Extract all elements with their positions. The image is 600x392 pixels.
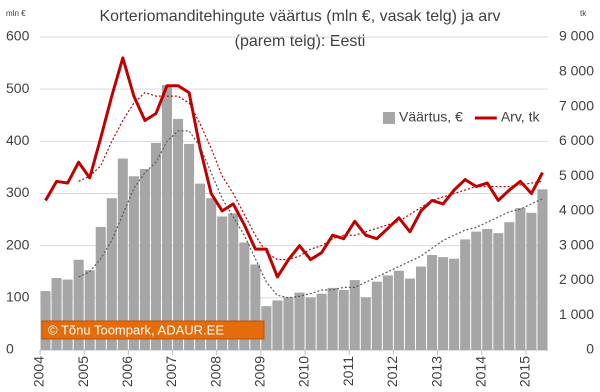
bar: [195, 183, 206, 350]
x-tick-label: 2014: [472, 356, 488, 387]
bar: [261, 306, 272, 350]
y2-tick-label: 6 000: [559, 132, 594, 148]
bar: [84, 270, 95, 350]
line: [44, 56, 544, 279]
bar: [217, 216, 228, 350]
bar: [272, 300, 283, 350]
bar: [504, 222, 515, 350]
x-tick-label: 2013: [428, 356, 444, 387]
bar: [415, 266, 427, 350]
y2-tick-label: 4 000: [559, 202, 594, 218]
bar: [482, 228, 493, 350]
y-tick-label: 100: [6, 289, 30, 305]
bar: [305, 297, 316, 350]
bar: [161, 84, 173, 350]
x-tick-label: 2009: [252, 356, 268, 387]
bar: [250, 264, 261, 350]
bar: [51, 278, 62, 350]
bar: [294, 292, 305, 350]
bar: [382, 275, 393, 350]
bar: [393, 270, 404, 350]
bar: [228, 213, 239, 350]
annotation-box: [41, 320, 265, 340]
bar: [173, 118, 184, 350]
bar: [460, 239, 471, 350]
bar: [449, 258, 460, 350]
bar: [106, 198, 117, 350]
annotation: © Tõnu Toompark, ADAUR.EE: [48, 322, 224, 337]
y2-tick-label: 5 000: [559, 167, 594, 183]
bar: [404, 278, 415, 350]
y-tick-label: 300: [6, 184, 30, 200]
y2-unit: tk: [580, 9, 587, 18]
bar: [128, 176, 139, 350]
bar: [471, 231, 482, 350]
bar: [526, 212, 537, 350]
bar: [184, 143, 195, 350]
bar: [239, 242, 250, 350]
bar: [327, 287, 338, 350]
bar: [73, 259, 84, 350]
bar: [371, 281, 382, 350]
legend-label: Arv, tk: [501, 109, 541, 125]
bar: [283, 297, 294, 350]
legend-swatch: [383, 112, 395, 124]
bar: [537, 189, 548, 350]
x-tick-label: 2007: [163, 356, 179, 387]
bar: [338, 290, 349, 350]
y2-tick-label: 7 000: [559, 97, 594, 113]
y2-tick-label: 2 000: [559, 271, 594, 287]
bar: [427, 255, 438, 350]
y2-tick-label: 9 000: [559, 28, 594, 44]
bar: [95, 226, 106, 350]
y2-tick-label: 1 000: [559, 306, 594, 322]
bar: [117, 158, 128, 350]
x-tick-label: 2008: [207, 356, 223, 387]
bar: [493, 233, 504, 350]
x-tick-label: 2004: [31, 356, 47, 387]
y-tick-label: 600: [6, 28, 30, 44]
y-tick-label: 0: [6, 341, 14, 357]
bar: [438, 257, 449, 350]
chart-title: Korteriomanditehingute väärtus (mln €, v…: [99, 8, 500, 25]
x-tick-label: 2006: [119, 356, 135, 387]
legend-label: Väärtus, €: [399, 109, 463, 125]
y-tick-label: 200: [6, 236, 30, 252]
x-tick-label: 2012: [384, 356, 400, 387]
x-tick-label: 2010: [296, 356, 312, 387]
x-tick-label: 2015: [517, 356, 533, 387]
bar: [360, 297, 371, 350]
bar: [206, 198, 217, 350]
bar: [515, 208, 526, 350]
chart-subtitle: (parem telg): Eesti: [235, 33, 366, 50]
bar: [316, 293, 327, 350]
bar: [62, 279, 73, 350]
x-tick-label: 2011: [340, 356, 356, 386]
y2-tick-label: 0: [586, 341, 594, 357]
bar: [150, 142, 161, 350]
trend-line: [78, 92, 543, 261]
bar: [139, 168, 150, 350]
y2-tick-label: 3 000: [559, 236, 594, 252]
x-tick-label: 2005: [75, 356, 91, 387]
y-tick-label: 500: [6, 80, 30, 96]
bar: [349, 280, 360, 350]
y-unit: mln €: [6, 9, 26, 18]
trend-line: [78, 130, 543, 299]
y-tick-label: 400: [6, 132, 30, 148]
y2-tick-label: 8 000: [559, 62, 594, 78]
